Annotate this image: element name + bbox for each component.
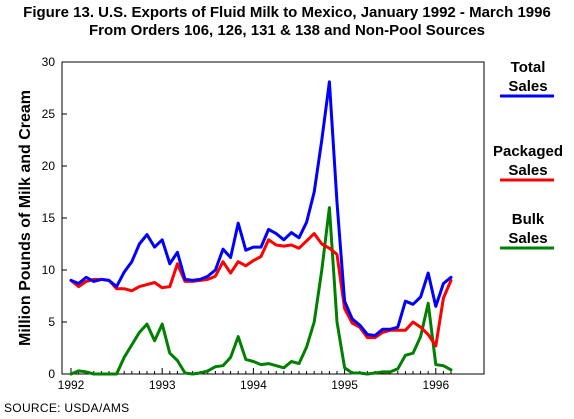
y-tick-label: 25 (42, 107, 56, 121)
legend-label-bulk-sales: Bulk Sales (508, 211, 547, 247)
y-tick-label: 15 (42, 211, 56, 225)
series-lines (69, 80, 453, 376)
y-tick-label: 0 (48, 367, 55, 381)
bulk-sales-line (69, 206, 453, 376)
x-tick-label: 1992 (58, 378, 85, 392)
legend: Total Sales Packaged Sales Bulk Sales (493, 59, 563, 250)
chart-subtitle: From Orders 106, 126, 131 & 138 and Non-… (89, 22, 485, 39)
packaged-sales-line (69, 232, 453, 348)
y-axis-label: Million Pounds of Milk and Cream (17, 90, 34, 346)
chart-title: Figure 13. U.S. Exports of Fluid Milk to… (23, 4, 551, 21)
x-tick-label: 1993 (149, 378, 176, 392)
x-tick-label: 1995 (331, 378, 358, 392)
y-tick-label: 20 (42, 159, 56, 173)
y-tick-label: 10 (42, 263, 56, 277)
y-tick-label: 5 (48, 315, 55, 329)
x-tick-label: 1996 (422, 378, 449, 392)
legend-label-total-sales: Total Sales (508, 59, 547, 95)
x-tick-label: 1994 (240, 378, 267, 392)
x-axis: 1992 1993 1994 1995 1996 (58, 368, 452, 392)
y-axis: 0 5 10 15 20 25 30 (42, 55, 67, 381)
source-note: SOURCE: USDA/AMS (4, 401, 130, 415)
legend-label-packaged-sales: Packaged Sales (493, 143, 563, 179)
y-tick-label: 30 (42, 55, 56, 69)
total-sales-line (69, 80, 453, 337)
